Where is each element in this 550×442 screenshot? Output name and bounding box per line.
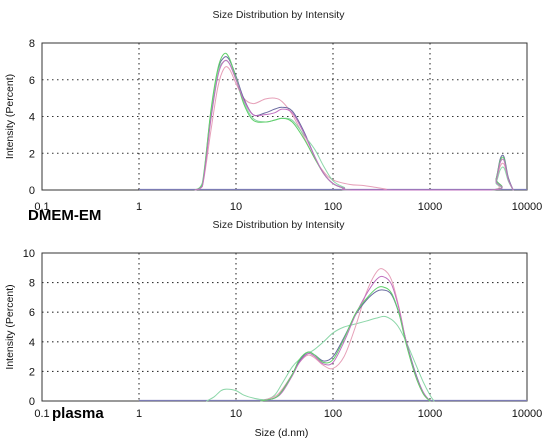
plot-frame	[41, 42, 528, 191]
y-tick-label: 0	[29, 396, 35, 408]
y-tick-label: 2	[29, 148, 35, 160]
y-tick-label: 2	[29, 366, 35, 378]
chart-panel-0: Size Distribution by Intensity 0.1 1 10 100 1…	[4, 9, 542, 224]
x-tick-label: 10	[230, 201, 242, 213]
y-tick-label: 8	[29, 38, 35, 50]
series-line-3	[260, 275, 431, 402]
y-tick-label: 6	[29, 307, 35, 319]
series-line-1	[194, 56, 514, 191]
x-tick-label: 0.1	[34, 408, 49, 420]
x-tick-label: 1000	[418, 408, 442, 420]
x-tick-label: 1	[136, 408, 142, 420]
y-tick-label: 4	[29, 337, 35, 349]
x-tick-label: 100	[324, 408, 342, 420]
x-axis-label: Size (d.nm)	[255, 427, 309, 439]
y-axis-label: Intensity (Percent)	[4, 74, 16, 159]
panel-label: DMEM-EM	[28, 207, 101, 224]
y-tick-label: 10	[23, 248, 35, 260]
series-line-0	[206, 315, 435, 402]
series-line-3	[194, 52, 514, 191]
chart-title: Size Distribution by Intensity	[213, 9, 346, 21]
y-tick-label: 4	[29, 112, 35, 124]
panel-label: plasma	[52, 405, 104, 422]
y-axis-label: Intensity (Percent)	[4, 284, 16, 369]
y-tick-label: 6	[29, 75, 35, 87]
x-tick-label: 10	[230, 408, 242, 420]
y-tick-label: 8	[29, 278, 35, 290]
x-tick-label: 10000	[512, 408, 543, 420]
chart-title: Size Distribution by Intensity	[213, 219, 346, 231]
series-line-4	[260, 286, 431, 402]
x-tick-label: 10000	[512, 201, 543, 213]
x-tick-label: 1000	[418, 201, 442, 213]
series-line-4	[194, 59, 514, 191]
x-tick-label: 1	[136, 201, 142, 213]
y-tick-label: 0	[29, 185, 35, 197]
x-tick-label: 0.1	[34, 201, 49, 213]
series-line-0	[194, 66, 514, 191]
x-tick-label: 100	[324, 201, 342, 213]
